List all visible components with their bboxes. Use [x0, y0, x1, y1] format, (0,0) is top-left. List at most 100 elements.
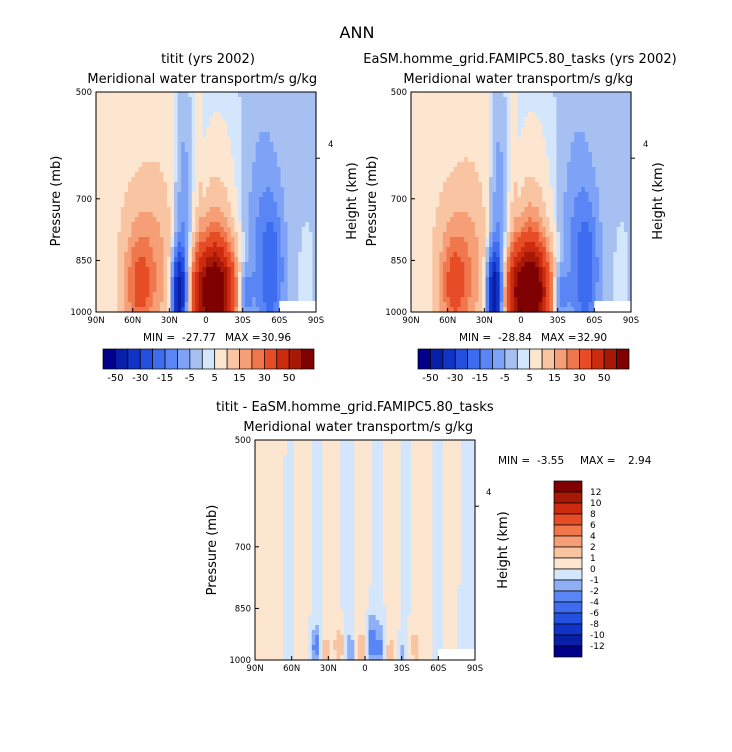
heatmap-cell — [156, 272, 161, 278]
heatmap-cell — [124, 307, 129, 313]
heatmap-cell — [103, 222, 108, 228]
heatmap-cell — [174, 137, 179, 143]
heatmap-cell — [298, 177, 303, 183]
heatmap-cell — [439, 197, 444, 203]
heatmap-cell — [474, 147, 480, 153]
heatmap-cell — [545, 187, 550, 193]
heatmap-cell — [202, 152, 207, 158]
heatmap-cell — [99, 187, 104, 193]
heatmap-cell — [442, 227, 448, 233]
heatmap-cell — [120, 172, 125, 178]
heatmap-cell — [471, 262, 476, 268]
heatmap-cell — [524, 102, 529, 108]
heatmap-cell — [103, 277, 108, 283]
heatmap-cell — [223, 112, 228, 118]
heatmap-cell — [506, 92, 511, 98]
heatmap-cell — [577, 107, 582, 113]
heatmap-cell — [581, 227, 586, 233]
heatmap-cell — [202, 302, 207, 308]
heatmap-cell — [474, 212, 480, 218]
heatmap-cell — [184, 177, 189, 183]
heatmap-cell — [574, 187, 579, 193]
heatmap-cell — [442, 132, 448, 138]
heatmap-cell — [552, 232, 558, 238]
heatmap-cell — [262, 117, 267, 123]
heatmap-cell — [156, 132, 161, 138]
heatmap-cell — [206, 157, 211, 163]
heatmap-cell — [124, 242, 129, 248]
heatmap-cell — [156, 177, 161, 183]
heatmap-cell — [485, 122, 490, 128]
heatmap-cell — [202, 237, 207, 243]
heatmap-cell — [145, 132, 150, 138]
heatmap-cell — [531, 227, 536, 233]
heatmap-cell — [138, 302, 143, 308]
heatmap-cell — [613, 172, 618, 178]
heatmap-cell — [262, 262, 267, 268]
heatmap-cell — [599, 212, 604, 218]
heatmap-cell — [510, 177, 515, 183]
heatmap-cell — [457, 137, 462, 143]
heatmap-cell — [273, 137, 278, 143]
heatmap-cell — [467, 247, 472, 253]
heatmap-cell — [230, 212, 235, 218]
heatmap-cell — [135, 307, 140, 313]
heatmap-cell — [442, 222, 448, 228]
heatmap-cell — [609, 92, 614, 98]
heatmap-cell — [478, 102, 483, 108]
heatmap-cell — [595, 207, 600, 213]
heatmap-cell — [223, 282, 228, 288]
heatmap-cell — [276, 277, 282, 283]
heatmap-cell — [237, 147, 243, 153]
heatmap-cell — [234, 242, 239, 248]
heatmap-cell — [595, 237, 600, 243]
heatmap-cell — [312, 162, 317, 168]
heatmap-cell — [213, 262, 218, 268]
heatmap-cell — [280, 277, 285, 283]
heatmap-cell — [181, 97, 186, 103]
heatmap-cell — [556, 207, 561, 213]
heatmap-cell — [99, 227, 104, 233]
heatmap-cell — [432, 207, 437, 213]
heatmap-cell — [103, 192, 108, 198]
heatmap-cell — [464, 212, 469, 218]
heatmap-cell — [577, 192, 582, 198]
heatmap-cell — [485, 252, 490, 258]
heatmap-cell — [220, 162, 225, 168]
heatmap-cell — [234, 262, 239, 268]
heatmap-cell — [609, 177, 614, 183]
heatmap-cell — [467, 167, 472, 173]
heatmap-cell — [99, 302, 104, 308]
heatmap-cell — [627, 167, 632, 173]
heatmap-cell — [230, 167, 235, 173]
heatmap-cell — [609, 112, 614, 118]
heatmap-cell — [308, 142, 314, 148]
heatmap-cell — [510, 227, 515, 233]
heatmap-cell — [453, 147, 458, 153]
heatmap-cell — [149, 92, 154, 98]
heatmap-cell — [584, 212, 590, 218]
heatmap-cell — [531, 162, 536, 168]
heatmap-cell — [191, 127, 196, 133]
heatmap-cell — [145, 307, 150, 313]
heatmap-cell — [467, 152, 472, 158]
heatmap-cell — [291, 102, 296, 108]
heatmap-cell — [439, 97, 444, 103]
heatmap-cell — [170, 192, 175, 198]
heatmap-cell — [188, 232, 193, 238]
heatmap-cell — [191, 302, 196, 308]
heatmap-cell — [156, 287, 161, 293]
heatmap-cell — [549, 227, 554, 233]
heatmap-cell — [213, 247, 218, 253]
heatmap-cell — [99, 172, 104, 178]
heatmap-cell — [106, 127, 111, 133]
heatmap-cell — [301, 222, 306, 228]
heatmap-cell — [556, 92, 561, 98]
heatmap-cell — [255, 177, 260, 183]
heatmap-cell — [96, 227, 101, 233]
heatmap-cell — [450, 142, 455, 148]
heatmap-cell — [188, 252, 193, 258]
heatmap-cell — [305, 267, 310, 273]
heatmap-cell — [230, 137, 235, 143]
heatmap-cell — [588, 242, 593, 248]
